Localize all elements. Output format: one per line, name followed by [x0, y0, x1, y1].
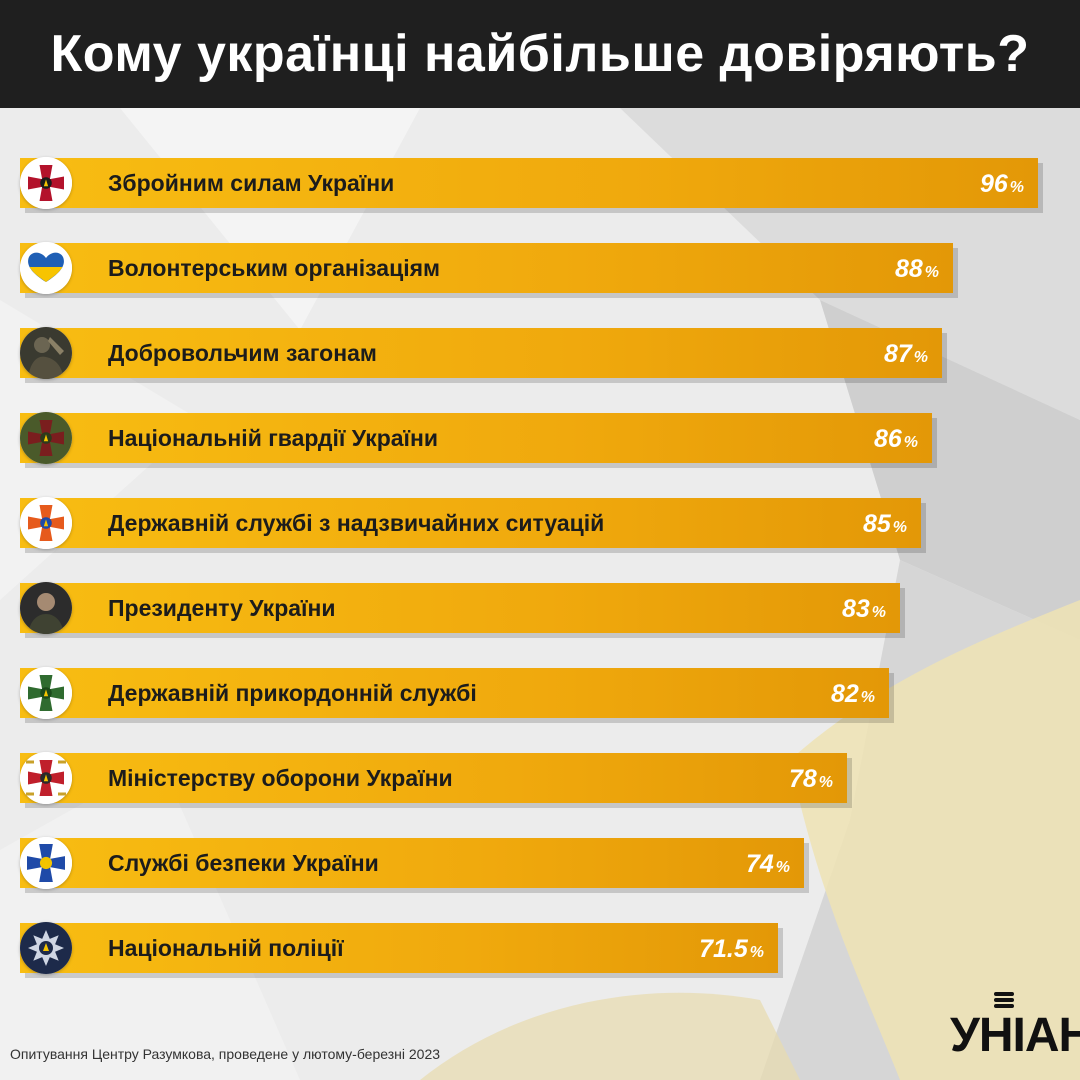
- defense-ministry-emblem-icon: [20, 752, 72, 804]
- bar-label: Волонтерським організаціям: [108, 255, 441, 281]
- page-title: Кому українці найбільше довіряють?: [50, 25, 1030, 83]
- bar-label: Президенту України: [108, 595, 336, 621]
- border-guard-emblem-icon: [20, 667, 72, 719]
- value-number: 78: [788, 765, 817, 793]
- value-unit: %: [818, 774, 833, 791]
- bar: Державній службі з надзвичайних ситуацій…: [20, 498, 921, 548]
- value-unit: %: [775, 859, 790, 876]
- bar: Президенту України 83%: [20, 583, 900, 633]
- value-number: 71.5: [699, 935, 748, 963]
- bar-label: Державній службі з надзвичайних ситуацій: [108, 510, 605, 536]
- value-number: 88: [894, 255, 923, 283]
- bar-value-label: 82%: [831, 668, 875, 718]
- header: Кому українці найбільше довіряють?: [0, 0, 1080, 108]
- police-emblem-icon: [20, 922, 72, 974]
- bar: Міністерству оборони України 78%: [20, 753, 847, 803]
- bar-label: Державній прикордонній службі: [108, 680, 477, 706]
- bar-value-label: 83%: [842, 583, 886, 633]
- soldier-photo-icon: [20, 327, 72, 379]
- national-guard-emblem-icon: [20, 412, 72, 464]
- value-number: 74: [745, 850, 774, 878]
- value-unit: %: [892, 519, 907, 536]
- emergency-service-emblem-icon: [20, 497, 72, 549]
- value-number: 83: [841, 595, 870, 623]
- heart-flag-icon: [20, 242, 72, 294]
- security-service-emblem-icon: [20, 837, 72, 889]
- value-unit: %: [1009, 179, 1024, 196]
- value-number: 96: [979, 170, 1008, 198]
- bar-label: Збройним силам України: [108, 170, 395, 196]
- bar-value-label: 96%: [980, 158, 1024, 208]
- bar-value-label: 71.5%: [699, 923, 764, 973]
- value-number: 82: [830, 680, 859, 708]
- bar-label: Міністерству оборони України: [108, 765, 453, 791]
- bar-label: Службі безпеки України: [108, 850, 379, 876]
- value-unit: %: [749, 944, 764, 961]
- value-unit: %: [913, 349, 928, 366]
- bar-value-label: 78%: [789, 753, 833, 803]
- bar: Збройним силам України 96%: [20, 158, 1038, 208]
- source-note: Опитування Центру Разумкова, проведене у…: [10, 1046, 441, 1062]
- bar-label: Національній гвардії України: [108, 425, 439, 451]
- unian-logo-icon: УНІАН: [950, 990, 1080, 1062]
- value-unit: %: [903, 434, 918, 451]
- bar: Державній прикордонній службі 82%: [20, 668, 889, 718]
- president-photo-icon: [20, 582, 72, 634]
- armed-forces-emblem-icon: [20, 157, 72, 209]
- bar-value-label: 86%: [874, 413, 918, 463]
- bar: Службі безпеки України 74%: [20, 838, 804, 888]
- value-unit: %: [860, 689, 875, 706]
- bar: Національній поліції 71.5%: [20, 923, 778, 973]
- bar: Волонтерським організаціям 88%: [20, 243, 953, 293]
- bar: Національній гвардії України 86%: [20, 413, 932, 463]
- value-number: 85: [862, 510, 891, 538]
- value-number: 87: [883, 340, 912, 368]
- bar-value-label: 74%: [746, 838, 790, 888]
- bar-value-label: 85%: [863, 498, 907, 548]
- value-number: 86: [873, 425, 902, 453]
- bar-label: Добровольчим загонам: [108, 340, 377, 366]
- bar-value-label: 88%: [895, 243, 939, 293]
- bar-value-label: 87%: [884, 328, 928, 378]
- bar-label: Національній поліції: [108, 935, 344, 961]
- logo-text: УНІАН: [950, 1009, 1080, 1062]
- value-unit: %: [871, 604, 886, 621]
- bar: Добровольчим загонам 87%: [20, 328, 942, 378]
- value-unit: %: [924, 264, 939, 281]
